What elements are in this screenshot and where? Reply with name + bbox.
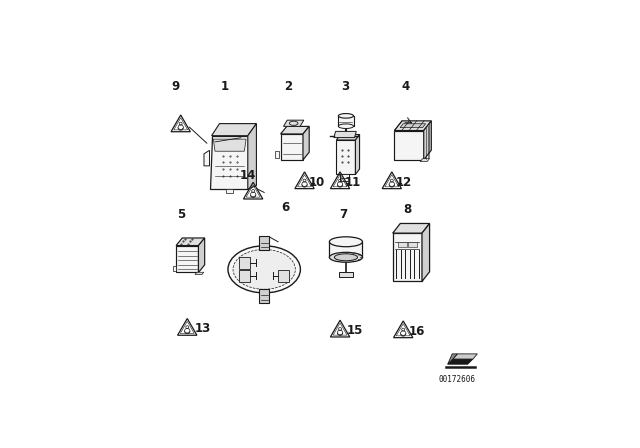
Polygon shape bbox=[239, 257, 250, 269]
Text: 14: 14 bbox=[239, 169, 256, 182]
Polygon shape bbox=[212, 124, 257, 136]
Text: 12: 12 bbox=[396, 176, 412, 189]
Text: 7: 7 bbox=[339, 208, 348, 221]
Polygon shape bbox=[448, 354, 458, 364]
FancyBboxPatch shape bbox=[408, 242, 417, 247]
Text: 00172606: 00172606 bbox=[439, 375, 476, 383]
Polygon shape bbox=[453, 354, 477, 359]
Text: 1: 1 bbox=[220, 80, 228, 93]
Polygon shape bbox=[280, 134, 303, 160]
FancyBboxPatch shape bbox=[259, 289, 269, 303]
Ellipse shape bbox=[339, 114, 353, 118]
Polygon shape bbox=[355, 134, 360, 174]
Ellipse shape bbox=[330, 237, 362, 247]
Polygon shape bbox=[400, 124, 426, 128]
Polygon shape bbox=[176, 238, 205, 246]
Text: 2: 2 bbox=[284, 80, 292, 93]
Polygon shape bbox=[337, 140, 355, 174]
Polygon shape bbox=[176, 246, 198, 272]
Text: 13: 13 bbox=[195, 322, 211, 335]
Ellipse shape bbox=[334, 254, 358, 261]
Polygon shape bbox=[195, 272, 204, 275]
Text: 3: 3 bbox=[341, 80, 349, 93]
Polygon shape bbox=[337, 134, 360, 140]
FancyBboxPatch shape bbox=[259, 236, 269, 250]
Polygon shape bbox=[334, 131, 356, 138]
Text: 6: 6 bbox=[281, 201, 289, 214]
Polygon shape bbox=[393, 233, 422, 281]
Polygon shape bbox=[209, 136, 248, 189]
Polygon shape bbox=[280, 126, 309, 134]
Polygon shape bbox=[213, 139, 246, 151]
Polygon shape bbox=[173, 266, 176, 271]
Polygon shape bbox=[339, 116, 353, 126]
Polygon shape bbox=[448, 359, 473, 364]
Polygon shape bbox=[226, 189, 233, 193]
Polygon shape bbox=[393, 224, 429, 233]
Polygon shape bbox=[275, 151, 279, 158]
Text: 10: 10 bbox=[309, 176, 325, 189]
Polygon shape bbox=[239, 270, 250, 282]
Ellipse shape bbox=[330, 252, 362, 262]
Text: 9: 9 bbox=[172, 80, 180, 93]
FancyBboxPatch shape bbox=[339, 272, 353, 276]
Polygon shape bbox=[330, 242, 362, 257]
FancyBboxPatch shape bbox=[397, 242, 406, 247]
Polygon shape bbox=[198, 238, 205, 272]
Polygon shape bbox=[394, 121, 431, 130]
Text: 15: 15 bbox=[347, 324, 363, 337]
Ellipse shape bbox=[233, 250, 295, 289]
Polygon shape bbox=[303, 126, 309, 160]
Text: 11: 11 bbox=[345, 176, 361, 189]
Polygon shape bbox=[424, 121, 431, 160]
Polygon shape bbox=[248, 124, 257, 189]
Polygon shape bbox=[278, 270, 289, 282]
Text: 16: 16 bbox=[409, 325, 425, 338]
Text: 4: 4 bbox=[401, 80, 410, 93]
Polygon shape bbox=[394, 130, 424, 160]
Polygon shape bbox=[284, 120, 304, 126]
Polygon shape bbox=[204, 151, 209, 166]
Polygon shape bbox=[420, 159, 429, 162]
Ellipse shape bbox=[228, 246, 300, 293]
Ellipse shape bbox=[339, 124, 353, 129]
Polygon shape bbox=[422, 224, 429, 281]
Polygon shape bbox=[340, 174, 349, 181]
Text: 8: 8 bbox=[403, 203, 412, 216]
Text: 5: 5 bbox=[177, 208, 186, 221]
